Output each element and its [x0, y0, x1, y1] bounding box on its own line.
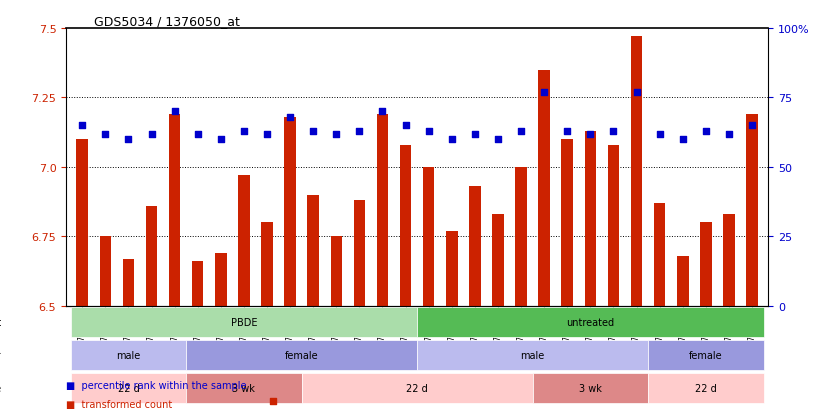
Bar: [700, 223, 711, 306]
Bar: [677, 256, 689, 306]
Bar: [492, 215, 504, 306]
Bar: [423, 167, 434, 306]
Point: [630, 89, 643, 96]
Text: untreated: untreated: [567, 318, 615, 328]
Bar: [215, 253, 226, 306]
Point: [584, 131, 597, 138]
Bar: [631, 37, 643, 306]
Text: female: female: [285, 350, 319, 361]
Bar: [284, 118, 296, 306]
Point: [76, 123, 89, 129]
Point: [121, 136, 135, 143]
Bar: [515, 167, 527, 306]
Point: [283, 114, 297, 121]
FancyBboxPatch shape: [71, 341, 186, 370]
Bar: [145, 206, 157, 306]
Bar: [261, 223, 273, 306]
Bar: [307, 195, 319, 306]
Point: [745, 123, 758, 129]
Bar: [400, 145, 411, 306]
Point: [145, 131, 158, 138]
Text: male: male: [116, 350, 140, 361]
FancyBboxPatch shape: [71, 308, 417, 337]
Text: 3 wk: 3 wk: [579, 383, 602, 393]
Bar: [585, 131, 596, 306]
FancyBboxPatch shape: [186, 373, 301, 403]
Point: [422, 128, 435, 135]
Point: [399, 123, 412, 129]
Text: agent: agent: [0, 318, 2, 328]
Point: [468, 131, 482, 138]
Text: age: age: [0, 383, 2, 393]
Text: ■  percentile rank within the sample: ■ percentile rank within the sample: [66, 380, 247, 390]
Text: 3 wk: 3 wk: [232, 383, 255, 393]
Bar: [377, 115, 388, 306]
FancyBboxPatch shape: [648, 373, 763, 403]
Point: [191, 131, 204, 138]
Point: [376, 109, 389, 115]
Text: ■  transformed count: ■ transformed count: [66, 399, 173, 409]
Point: [353, 128, 366, 135]
FancyBboxPatch shape: [301, 373, 533, 403]
Point: [491, 136, 505, 143]
Point: [237, 128, 250, 135]
Point: [700, 128, 713, 135]
FancyBboxPatch shape: [71, 373, 186, 403]
FancyBboxPatch shape: [186, 341, 417, 370]
Text: PBDE: PBDE: [230, 318, 257, 328]
Text: female: female: [689, 350, 723, 361]
FancyBboxPatch shape: [533, 373, 648, 403]
FancyBboxPatch shape: [417, 341, 648, 370]
Bar: [469, 187, 481, 306]
Bar: [169, 115, 180, 306]
Bar: [654, 204, 666, 306]
Point: [561, 128, 574, 135]
FancyBboxPatch shape: [648, 341, 763, 370]
Point: [445, 136, 458, 143]
Bar: [123, 259, 134, 306]
Point: [653, 131, 667, 138]
Bar: [238, 176, 249, 306]
Point: [168, 109, 181, 115]
Bar: [746, 115, 757, 306]
Bar: [539, 71, 550, 306]
Point: [330, 131, 343, 138]
Point: [676, 136, 690, 143]
Text: 22 d: 22 d: [117, 383, 140, 393]
Bar: [354, 201, 365, 306]
Bar: [723, 215, 734, 306]
Point: [214, 136, 227, 143]
Bar: [330, 237, 342, 306]
Bar: [446, 231, 458, 306]
Point: [607, 128, 620, 135]
Point: [260, 131, 273, 138]
Bar: [192, 262, 203, 306]
Text: GDS5034 / 1376050_at: GDS5034 / 1376050_at: [94, 15, 240, 28]
Point: [538, 89, 551, 96]
Text: male: male: [520, 350, 544, 361]
Point: [722, 131, 735, 138]
Bar: [562, 140, 573, 306]
Text: 22 d: 22 d: [695, 383, 717, 393]
Point: [99, 131, 112, 138]
Text: 22 d: 22 d: [406, 383, 428, 393]
Point: [266, 397, 279, 404]
Point: [515, 128, 528, 135]
Bar: [77, 140, 88, 306]
FancyBboxPatch shape: [417, 308, 763, 337]
Point: [306, 128, 320, 135]
Bar: [100, 237, 112, 306]
Bar: [608, 145, 620, 306]
Text: gender: gender: [0, 350, 2, 361]
